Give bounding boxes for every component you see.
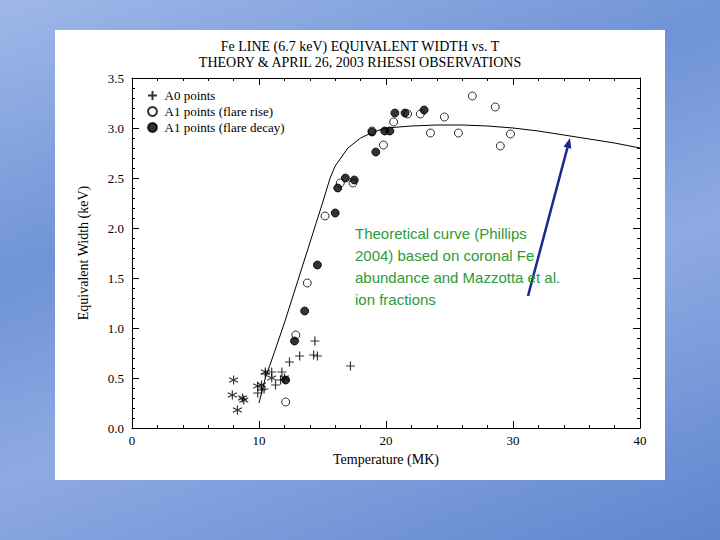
svg-text:1.5: 1.5 (108, 271, 124, 286)
svg-text:3.0: 3.0 (108, 121, 124, 136)
svg-text:2.0: 2.0 (108, 221, 124, 236)
svg-text:Fe LINE (6.7 keV) EQUIVALENT W: Fe LINE (6.7 keV) EQUIVALENT WIDTH vs. T (221, 39, 500, 55)
svg-text:A0 points: A0 points (165, 88, 216, 103)
svg-text:abundance and Mazzotta et al.: abundance and Mazzotta et al. (355, 269, 560, 286)
svg-text:Equivalent Width (keV): Equivalent Width (keV) (76, 185, 92, 320)
svg-text:A1 points (flare rise): A1 points (flare rise) (165, 104, 274, 119)
svg-text:30: 30 (507, 433, 520, 448)
svg-text:40: 40 (634, 433, 647, 448)
svg-text:3.5: 3.5 (108, 71, 124, 86)
svg-text:20: 20 (380, 433, 393, 448)
svg-text:2004) based on coronal Fe: 2004) based on coronal Fe (355, 247, 534, 264)
svg-text:2.5: 2.5 (108, 171, 124, 186)
svg-text:THEORY & APRIL 26, 2003 RHESSI: THEORY & APRIL 26, 2003 RHESSI OBSERVATI… (199, 55, 521, 70)
svg-text:A1 points (flare decay): A1 points (flare decay) (165, 120, 285, 135)
svg-text:ion fractions: ion fractions (355, 291, 436, 308)
svg-text:10: 10 (253, 433, 266, 448)
svg-text:0: 0 (129, 433, 136, 448)
svg-text:Temperature (MK): Temperature (MK) (333, 452, 439, 468)
svg-text:1.0: 1.0 (108, 321, 124, 336)
svg-text:Theoretical curve (Phillips: Theoretical curve (Phillips (355, 225, 527, 242)
svg-text:0.0: 0.0 (108, 421, 124, 436)
svg-text:0.5: 0.5 (108, 371, 124, 386)
